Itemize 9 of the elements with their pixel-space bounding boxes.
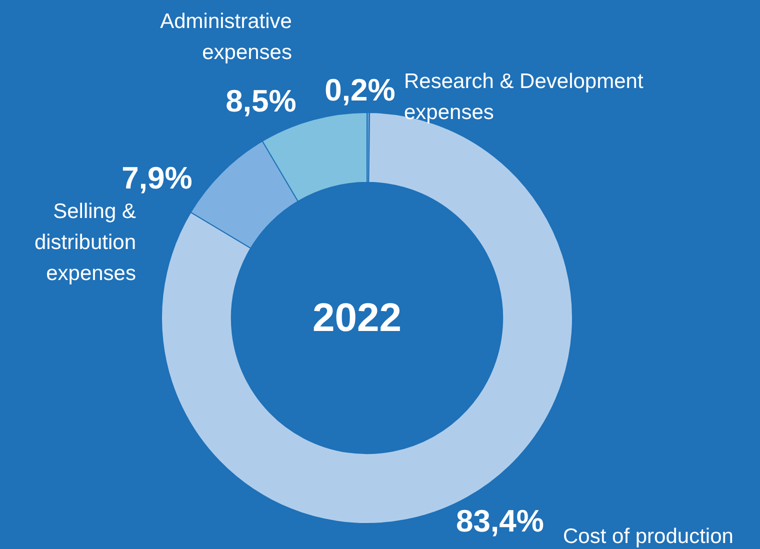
slice-label: Selling & distribution expenses (34, 200, 136, 285)
text: 2022 (312, 296, 402, 340)
data-label: 83,4% (456, 504, 544, 539)
slice-label: Research & Development expenses (404, 70, 644, 124)
data-label: 7,9% (122, 160, 192, 196)
slice-label: Administrative expenses (160, 10, 292, 64)
data-label: 0,2% (324, 72, 396, 108)
slice-label: Cost of production (563, 524, 734, 548)
data-label: 8,5% (226, 84, 296, 119)
